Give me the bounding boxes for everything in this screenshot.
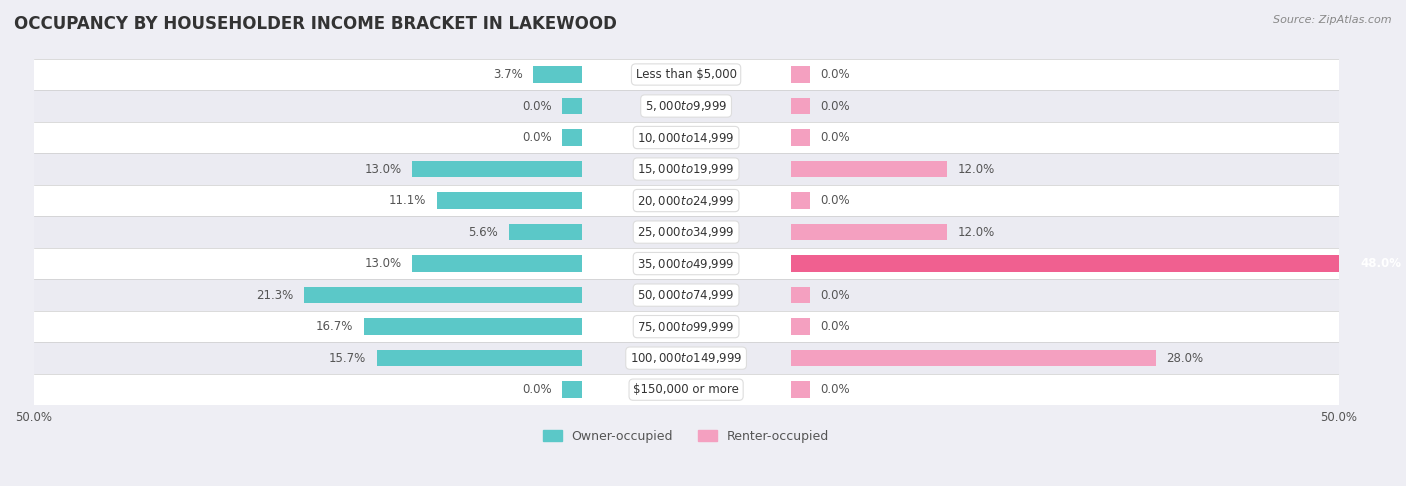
Text: $35,000 to $49,999: $35,000 to $49,999 [637, 257, 735, 271]
Text: 0.0%: 0.0% [821, 194, 851, 207]
Text: $5,000 to $9,999: $5,000 to $9,999 [645, 99, 727, 113]
Bar [790, 287, 810, 303]
Text: 0.0%: 0.0% [821, 383, 851, 396]
Text: 15.7%: 15.7% [329, 352, 367, 364]
Bar [412, 256, 582, 272]
Text: $25,000 to $34,999: $25,000 to $34,999 [637, 225, 735, 239]
Legend: Owner-occupied, Renter-occupied: Owner-occupied, Renter-occupied [538, 425, 834, 448]
Text: 0.0%: 0.0% [821, 68, 851, 81]
Text: 5.6%: 5.6% [468, 226, 498, 239]
Text: 12.0%: 12.0% [957, 162, 995, 175]
Bar [34, 311, 1339, 342]
Bar [790, 382, 810, 398]
Bar [34, 374, 1339, 405]
Text: 12.0%: 12.0% [957, 226, 995, 239]
Bar [364, 318, 582, 335]
Text: $50,000 to $74,999: $50,000 to $74,999 [637, 288, 735, 302]
Text: 16.7%: 16.7% [316, 320, 353, 333]
Bar [34, 59, 1339, 90]
Text: 13.0%: 13.0% [364, 257, 402, 270]
Text: 0.0%: 0.0% [821, 100, 851, 113]
Text: Less than $5,000: Less than $5,000 [636, 68, 737, 81]
Bar [34, 90, 1339, 122]
Text: 13.0%: 13.0% [364, 162, 402, 175]
Text: OCCUPANCY BY HOUSEHOLDER INCOME BRACKET IN LAKEWOOD: OCCUPANCY BY HOUSEHOLDER INCOME BRACKET … [14, 15, 617, 33]
Bar [34, 248, 1339, 279]
Text: 3.7%: 3.7% [494, 68, 523, 81]
Bar [790, 161, 948, 177]
Bar [790, 192, 810, 209]
Text: 0.0%: 0.0% [522, 100, 551, 113]
Text: 21.3%: 21.3% [256, 289, 294, 302]
Bar [790, 129, 810, 146]
Bar [34, 279, 1339, 311]
Text: $10,000 to $14,999: $10,000 to $14,999 [637, 131, 735, 144]
Bar [437, 192, 582, 209]
Text: 0.0%: 0.0% [821, 320, 851, 333]
Text: 0.0%: 0.0% [821, 131, 851, 144]
Text: 0.0%: 0.0% [522, 383, 551, 396]
Bar [377, 350, 582, 366]
Text: 48.0%: 48.0% [1361, 257, 1402, 270]
Bar [790, 318, 810, 335]
Bar [34, 185, 1339, 216]
Text: 11.1%: 11.1% [389, 194, 426, 207]
Bar [562, 98, 582, 114]
Bar [790, 66, 810, 83]
Bar [304, 287, 582, 303]
Bar [34, 342, 1339, 374]
Text: $75,000 to $99,999: $75,000 to $99,999 [637, 320, 735, 333]
Bar [790, 98, 810, 114]
Bar [533, 66, 582, 83]
Bar [790, 224, 948, 240]
Bar [34, 216, 1339, 248]
Bar [34, 122, 1339, 153]
Bar [790, 256, 1406, 272]
Text: 0.0%: 0.0% [522, 131, 551, 144]
Bar [790, 350, 1156, 366]
Bar [509, 224, 582, 240]
Text: 0.0%: 0.0% [821, 289, 851, 302]
Text: $20,000 to $24,999: $20,000 to $24,999 [637, 193, 735, 208]
Bar [412, 161, 582, 177]
Text: $15,000 to $19,999: $15,000 to $19,999 [637, 162, 735, 176]
Bar [562, 382, 582, 398]
Text: $150,000 or more: $150,000 or more [633, 383, 740, 396]
Text: $100,000 to $149,999: $100,000 to $149,999 [630, 351, 742, 365]
Bar [34, 153, 1339, 185]
Text: Source: ZipAtlas.com: Source: ZipAtlas.com [1274, 15, 1392, 25]
Text: 28.0%: 28.0% [1167, 352, 1204, 364]
Bar [562, 129, 582, 146]
